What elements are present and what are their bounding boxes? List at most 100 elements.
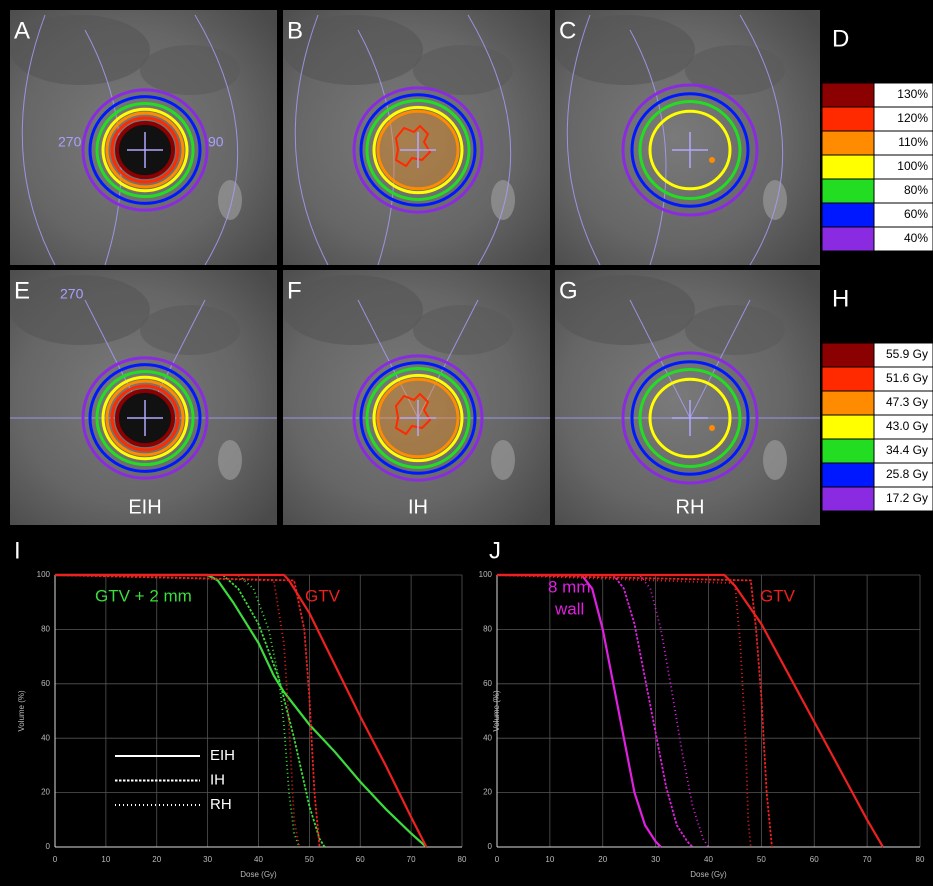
curve-annotation: GTV xyxy=(760,586,796,605)
angle-label: 90 xyxy=(208,134,224,150)
legend-swatch xyxy=(822,83,874,107)
panel-letter: C xyxy=(559,17,576,44)
panel-letter: D xyxy=(832,25,849,52)
x-tick-label: 70 xyxy=(863,855,872,864)
legend-label: 17.2 Gy xyxy=(886,491,928,505)
legend-swatch xyxy=(822,131,874,155)
legend-label: 34.4 Gy xyxy=(886,443,928,457)
ct-structure xyxy=(283,275,423,345)
ct-structure xyxy=(283,15,423,85)
legend-label: 130% xyxy=(897,87,928,101)
x-tick-label: 40 xyxy=(704,855,713,864)
y-tick-label: 20 xyxy=(41,788,50,797)
y-tick-label: 40 xyxy=(41,733,50,742)
ct-structure xyxy=(763,440,787,480)
x-tick-label: 20 xyxy=(152,855,161,864)
ct-structure xyxy=(763,180,787,220)
x-tick-label: 10 xyxy=(101,855,110,864)
legend-label: 120% xyxy=(897,111,928,125)
image-panel xyxy=(555,10,820,265)
y-tick-label: 100 xyxy=(37,570,51,579)
legend-label: 80% xyxy=(904,183,928,197)
chart-letter: J xyxy=(489,537,501,564)
curve-annotation: GTV + 2 mm xyxy=(95,586,192,605)
x-axis-title: Dose (Gy) xyxy=(240,870,277,879)
curve-annotation: wall xyxy=(554,599,584,618)
curve-annotation: 8 mm xyxy=(548,577,591,596)
x-tick-label: 30 xyxy=(651,855,660,864)
y-axis-title: Volume (%) xyxy=(492,690,501,732)
panel-letter: H xyxy=(832,285,849,312)
panel-letter: G xyxy=(559,277,578,304)
legend-swatch xyxy=(822,203,874,227)
dvh-curve xyxy=(55,575,426,847)
ct-structure xyxy=(10,15,150,85)
ct-structure xyxy=(491,440,515,480)
legend-swatch xyxy=(822,487,874,511)
panel-letter: E xyxy=(14,277,30,304)
dvh-curve xyxy=(55,575,299,847)
y-tick-label: 0 xyxy=(46,842,51,851)
image-panel xyxy=(283,10,550,265)
x-tick-label: 50 xyxy=(305,855,314,864)
angle-label: 270 xyxy=(60,286,84,302)
dvh-curve xyxy=(55,575,325,847)
legend-label: 60% xyxy=(904,207,928,221)
y-tick-label: 20 xyxy=(483,788,492,797)
x-tick-label: 60 xyxy=(356,855,365,864)
ct-structure xyxy=(140,45,240,95)
legend-label: 25.8 Gy xyxy=(886,467,928,481)
x-axis-title: Dose (Gy) xyxy=(690,870,727,879)
x-tick-label: 10 xyxy=(545,855,554,864)
legend-label: RH xyxy=(210,796,232,813)
hotspot-contour xyxy=(709,157,715,163)
chart-letter: I xyxy=(14,537,21,564)
x-tick-label: 0 xyxy=(495,855,500,864)
dvh-curve xyxy=(497,575,772,847)
x-tick-label: 70 xyxy=(407,855,416,864)
legend-swatch xyxy=(822,107,874,131)
panel-letter: F xyxy=(287,277,302,304)
y-tick-label: 60 xyxy=(483,679,492,688)
y-tick-label: 100 xyxy=(479,570,493,579)
image-panel xyxy=(555,270,820,525)
panel-caption: IH xyxy=(408,496,428,518)
ct-structure xyxy=(491,180,515,220)
image-panel xyxy=(10,270,277,525)
dvh-curve xyxy=(497,575,751,847)
x-tick-label: 50 xyxy=(757,855,766,864)
legend-label: 47.3 Gy xyxy=(886,395,928,409)
figure: A27090BCE270EIHFIHGRHD130%120%110%100%80… xyxy=(0,0,933,886)
legend-label: EIH xyxy=(210,747,235,764)
legend-label: 110% xyxy=(898,135,928,149)
x-tick-label: 40 xyxy=(254,855,263,864)
ct-structure xyxy=(685,45,785,95)
legend-swatch xyxy=(822,179,874,203)
curve-annotation: GTV xyxy=(305,586,341,605)
legend-swatch xyxy=(822,343,874,367)
x-tick-label: 80 xyxy=(916,855,925,864)
image-panel xyxy=(283,270,550,525)
x-tick-label: 20 xyxy=(598,855,607,864)
legend-label: 40% xyxy=(904,231,928,245)
dvh-curve xyxy=(497,575,693,847)
angle-label: 270 xyxy=(58,134,82,150)
x-tick-label: 0 xyxy=(53,855,58,864)
y-axis-title: Volume (%) xyxy=(17,690,26,732)
legend-label: 51.6 Gy xyxy=(886,371,928,385)
panel-letter: B xyxy=(287,17,303,44)
y-tick-label: 80 xyxy=(41,625,50,634)
dvh-curve xyxy=(55,575,299,847)
y-tick-label: 60 xyxy=(41,679,50,688)
hotspot-contour xyxy=(709,425,715,431)
legend-label: IH xyxy=(210,771,225,788)
legend-swatch xyxy=(822,439,874,463)
ct-structure xyxy=(218,440,242,480)
panel-letter: A xyxy=(14,17,30,44)
legend-label: 55.9 Gy xyxy=(886,347,928,361)
legend-label: 100% xyxy=(897,159,928,173)
ct-structure xyxy=(218,180,242,220)
page: A27090BCE270EIHFIHGRHD130%120%110%100%80… xyxy=(0,0,933,886)
legend-swatch xyxy=(822,391,874,415)
legend-swatch xyxy=(822,415,874,439)
